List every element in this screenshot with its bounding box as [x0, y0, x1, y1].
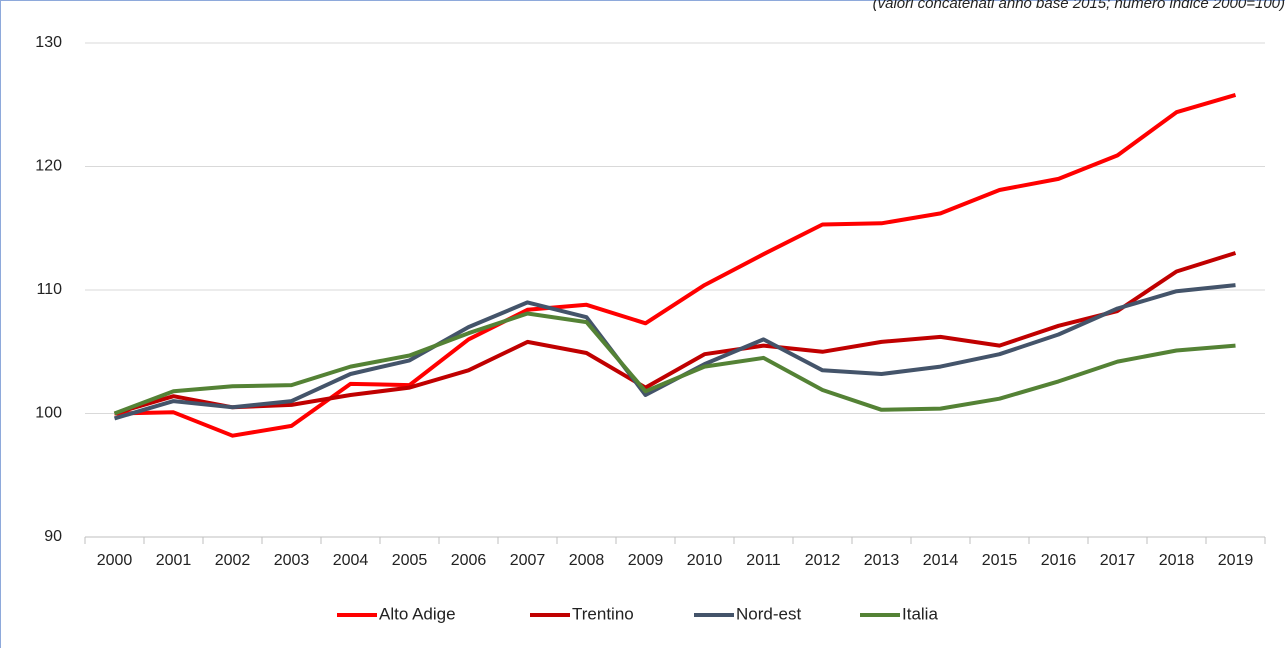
- x-tick-label: 2000: [97, 552, 133, 569]
- x-tick-label: 2012: [805, 552, 841, 569]
- legend-label: Alto Adige: [379, 604, 456, 623]
- line-series: [114, 92, 1237, 438]
- y-tick-label: 130: [35, 34, 62, 51]
- x-tick-label: 2006: [451, 552, 487, 569]
- y-tick-label: 100: [35, 405, 62, 422]
- x-tick-label: 2008: [569, 552, 605, 569]
- x-tick-label: 2017: [1100, 552, 1136, 569]
- x-tick-label: 2001: [156, 552, 192, 569]
- line-series: [113, 311, 1236, 416]
- y-tick-label: 90: [44, 528, 62, 545]
- x-tick-label: 2005: [392, 552, 428, 569]
- x-tick-label: 2018: [1159, 552, 1195, 569]
- line-series: [113, 251, 1237, 416]
- x-tick-label: 2010: [687, 552, 723, 569]
- x-tick-label: 2016: [1041, 552, 1077, 569]
- y-tick-label: 120: [35, 158, 62, 175]
- legend-label: Italia: [902, 604, 938, 623]
- x-tick-label: 2015: [982, 552, 1018, 569]
- y-tick-label: 110: [36, 281, 62, 298]
- x-tick-label: 2009: [628, 552, 664, 569]
- x-tick-label: 2002: [215, 552, 251, 569]
- x-tick-label: 2003: [274, 552, 310, 569]
- x-tick-label: 2011: [746, 552, 781, 569]
- legend-label: Nord-est: [736, 604, 801, 623]
- chart-subtitle: (valori concatenati anno base 2015; nume…: [873, 0, 1285, 12]
- legend-label: Trentino: [572, 604, 634, 623]
- x-tick-label: 2004: [333, 552, 369, 569]
- x-tick-label: 2013: [864, 552, 900, 569]
- x-tick-label: 2007: [510, 552, 546, 569]
- x-tick-label: 2014: [923, 552, 959, 569]
- x-tick-label: 2019: [1218, 552, 1254, 569]
